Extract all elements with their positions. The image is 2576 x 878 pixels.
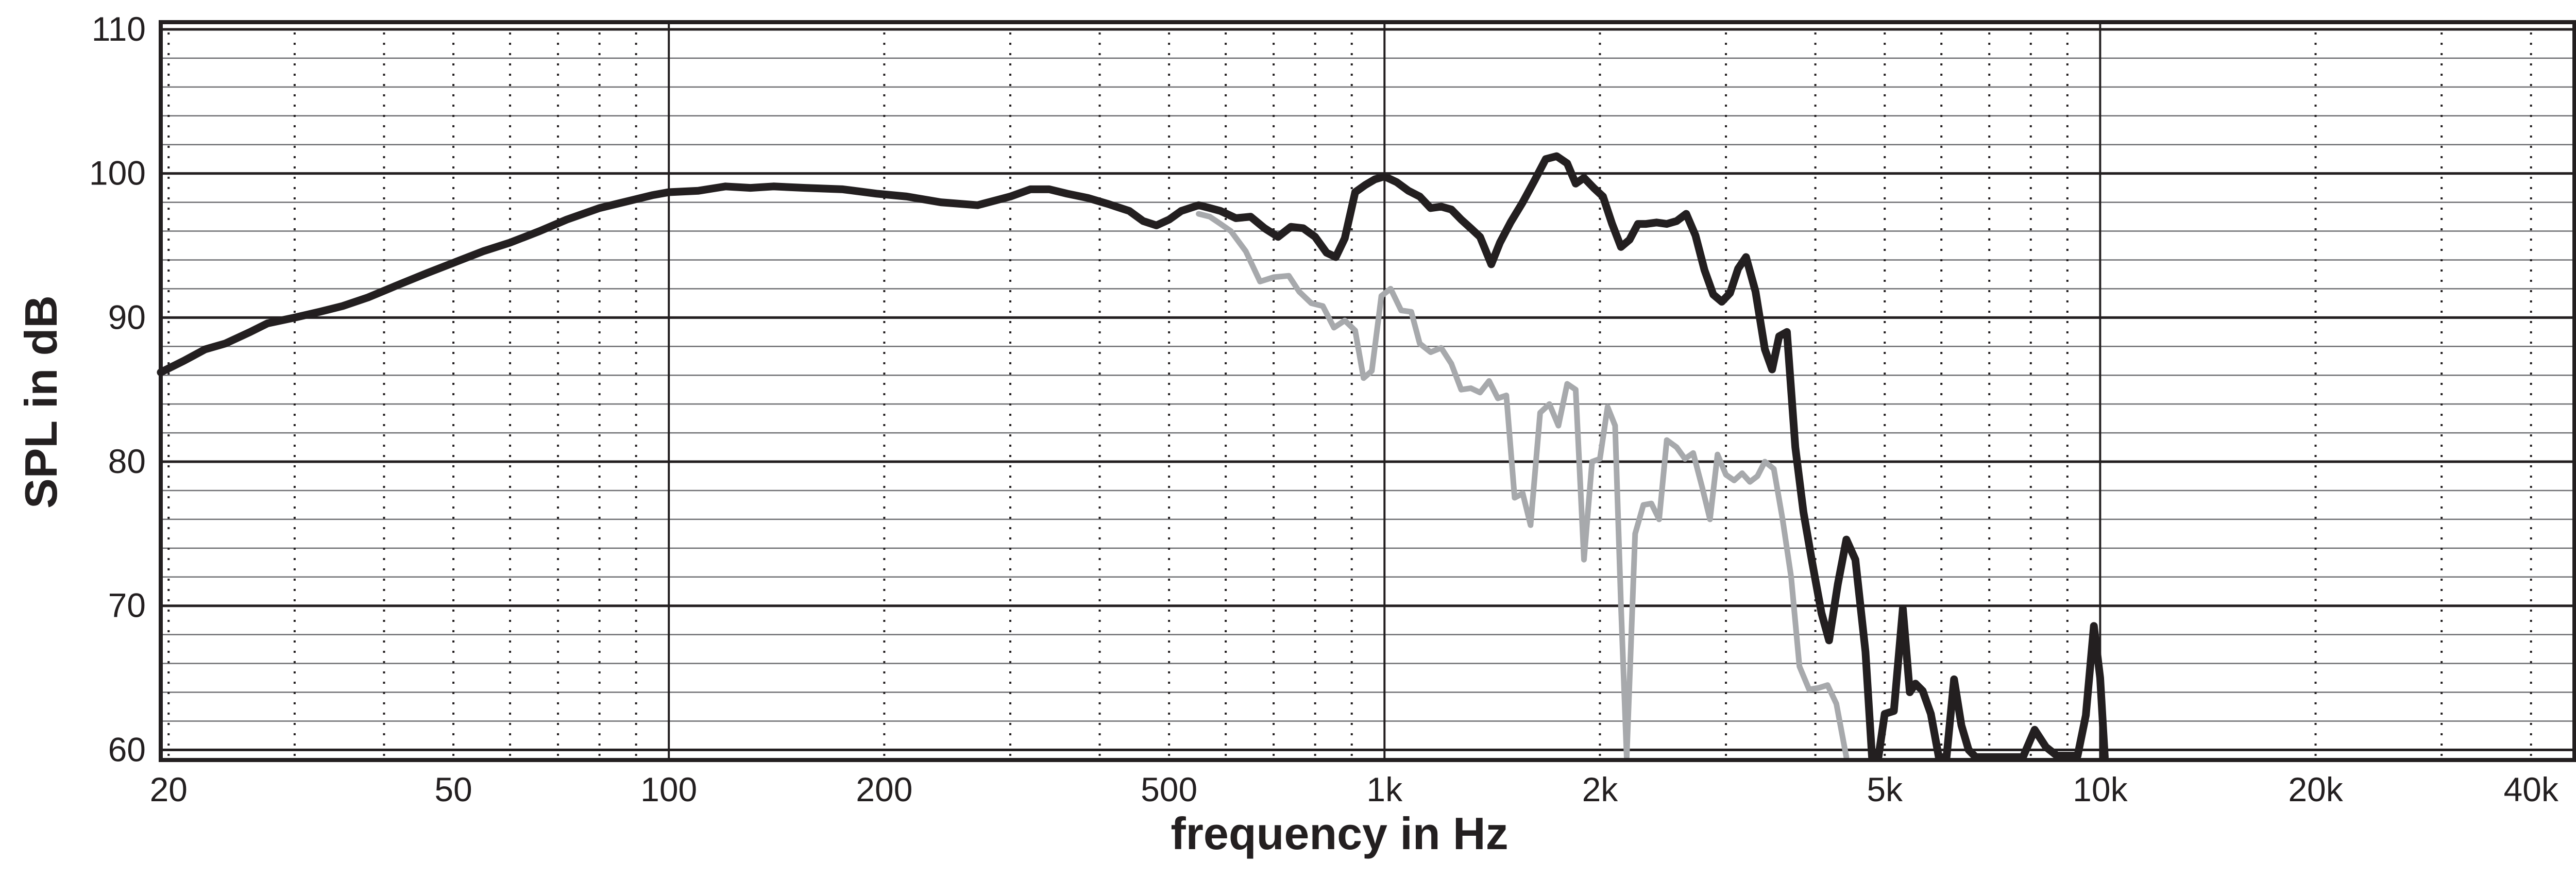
x-tick-label: 50 bbox=[434, 770, 472, 808]
x-tick-label: 500 bbox=[1141, 770, 1197, 808]
x-tick-label: 1k bbox=[1366, 770, 1403, 808]
plot-frame bbox=[159, 20, 2576, 762]
series-line-off-axis bbox=[1196, 211, 1850, 760]
x-tick-label: 5k bbox=[1867, 770, 1903, 808]
series-line-on-axis bbox=[157, 152, 2109, 761]
x-tick-label: 20 bbox=[150, 770, 188, 808]
x-tick-label: 10k bbox=[2073, 770, 2128, 808]
y-tick-label: 60 bbox=[108, 730, 146, 768]
series-layer bbox=[157, 152, 2109, 761]
major-grid bbox=[161, 22, 2574, 760]
y-axis-title: SPL in dB bbox=[15, 295, 66, 509]
x-axis-title: frequency in Hz bbox=[1171, 808, 1508, 859]
x-tick-label: 100 bbox=[640, 770, 697, 808]
y-tick-label: 80 bbox=[108, 442, 146, 480]
x-tick-label: 20k bbox=[2288, 770, 2343, 808]
y-tick-label: 70 bbox=[108, 586, 146, 624]
x-tick-labels: 20 50 100 200 500 1k 2k 5k 10k 20k 40k bbox=[150, 770, 2559, 808]
x-tick-label: 40k bbox=[2503, 770, 2558, 808]
minor-grid bbox=[161, 22, 2574, 760]
x-tick-label: 2k bbox=[1582, 770, 1619, 808]
x-tick-label: 200 bbox=[856, 770, 912, 808]
y-tick-labels: 60 70 80 90 100 110 bbox=[89, 10, 146, 768]
y-tick-label: 100 bbox=[89, 154, 146, 192]
y-tick-label: 110 bbox=[92, 10, 146, 48]
y-tick-label: 90 bbox=[108, 298, 146, 336]
